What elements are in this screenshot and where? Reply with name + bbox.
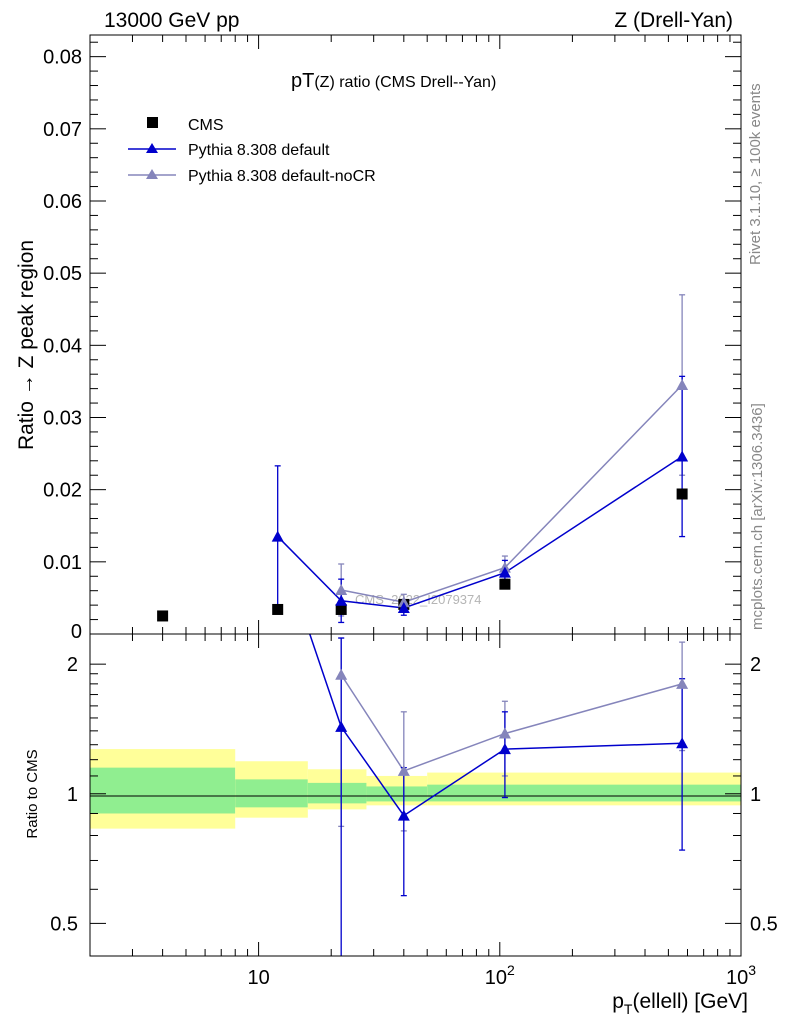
main-y-tick-label: 0.06	[43, 191, 82, 213]
ratio-default-marker	[498, 743, 511, 755]
ratio-band-inner	[427, 784, 741, 802]
main-nocr-marker	[335, 583, 348, 595]
legend-cms-label: CMS	[188, 117, 224, 134]
main-default-marker	[498, 566, 511, 578]
main-default-marker	[397, 602, 410, 614]
analysis-watermark: CMS_2022_I2079374	[355, 592, 482, 607]
main-y-tick-label: 0.05	[43, 263, 82, 285]
mcplots-credit-label: mcplots.cern.ch [arXiv:1306.3436]	[749, 403, 766, 630]
main-cms-marker	[676, 488, 688, 500]
ratio-band-inner	[90, 767, 236, 814]
main-cms-marker	[157, 610, 169, 622]
ratio-y-axis-label: Ratio to CMS	[24, 749, 41, 838]
main-cms-marker	[335, 603, 347, 615]
main-default-line	[277, 455, 683, 609]
main-y-tick-label: 0.04	[43, 335, 82, 357]
main-series-layer	[157, 294, 689, 624]
main-cms-marker	[272, 603, 284, 615]
ratio-y-tick-label-left: 1	[67, 784, 78, 806]
ratio-nocr-marker	[498, 727, 511, 739]
legend-default-marker	[146, 143, 158, 153]
legend-nocr-label: Pythia 8.308 default-noCR	[188, 168, 376, 185]
legend-cms-marker	[147, 117, 158, 128]
ratio-panel: 10 102 103 0.5 0.5 1 1 2 2 Ratio to CMS pT(ellel…	[24, 633, 778, 1017]
header-process-label: Z (Drell-Yan)	[614, 9, 733, 32]
x-tick-label: 10	[247, 967, 269, 989]
legend-default-label: Pythia 8.308 default	[188, 142, 330, 159]
main-y-tick-label: 0	[71, 621, 82, 643]
x-tick-label: 102	[485, 962, 515, 989]
ratio-default-marker	[676, 737, 689, 749]
main-y-tick-label: 0.03	[43, 407, 82, 429]
header-energy-label: 13000 GeV pp	[104, 9, 239, 32]
main-default-marker	[335, 594, 348, 606]
main-y-tick-label: 0.02	[43, 480, 82, 502]
main-default-marker	[271, 530, 284, 542]
ratio-default-marker	[335, 720, 348, 732]
ratio-y-tick-label-right: 1	[750, 784, 761, 806]
legend: CMS Pythia 8.308 default Pythia 8.308 de…	[128, 117, 376, 185]
main-y-tick-label: 0.01	[43, 552, 82, 574]
ratio-band-inner	[235, 779, 308, 808]
main-y-tick-label: 0.07	[43, 119, 82, 141]
ratio-y-tick-label-right: 0.5	[750, 913, 778, 935]
main-y-axis-label: Ratio → Z peak region	[15, 240, 38, 450]
ratio-band-inner	[366, 786, 428, 802]
x-tick-label: 103	[726, 962, 756, 989]
ratio-y-tick-label-left: 0.5	[50, 913, 78, 935]
main-nocr-marker	[397, 596, 410, 608]
ratio-y-tick-label-right: 2	[750, 654, 761, 676]
ratio-y-tick-label-left: 2	[67, 654, 78, 676]
rivet-version-label: Rivet 3.1.10, ≥ 100k events	[747, 83, 764, 265]
x-axis-label: pT(ellell) [GeV]	[612, 990, 748, 1017]
main-y-tick-label: 0.08	[43, 47, 82, 69]
ratio-series-layer	[308, 634, 689, 956]
ratio-reference-bands	[90, 749, 741, 829]
ratio-band-inner	[307, 782, 367, 804]
main-nocr-marker	[676, 379, 689, 391]
ratio-frame	[89, 633, 742, 957]
ratio-nocr-line	[340, 674, 683, 772]
ratio-axes: 10 102 103 0.5 0.5 1 1 2 2	[50, 634, 778, 989]
ratio-default-marker	[397, 809, 410, 821]
main-default-marker	[676, 450, 689, 462]
main-axes: 0 0.01 0.02 0.03 0.04 0.05 0.06 0.07 0.08	[43, 35, 742, 643]
chart-title: pT(Z) ratio (CMS Drell--Yan)	[291, 70, 496, 92]
legend-nocr-marker	[146, 169, 158, 179]
ratio-nocr-marker	[397, 764, 410, 776]
main-cms-marker	[499, 578, 511, 590]
ratio-nocr-marker	[335, 668, 348, 680]
ratio-nocr-marker	[676, 677, 689, 689]
main-panel: CMS_2022_I2079374 00.010.020.030.040.050…	[15, 34, 742, 643]
main-nocr-line	[341, 384, 683, 604]
